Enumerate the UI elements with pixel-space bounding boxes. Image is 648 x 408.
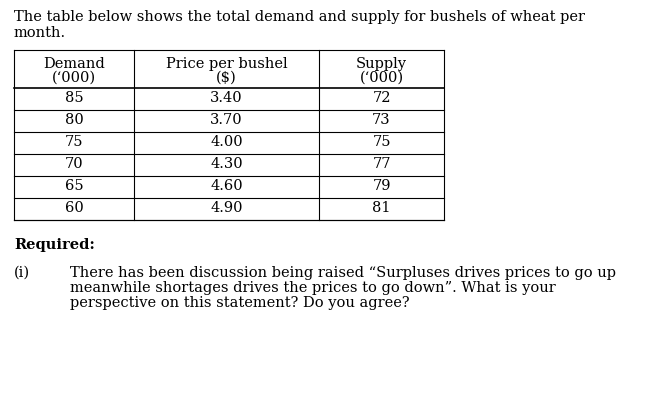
Text: 4.30: 4.30: [210, 157, 243, 171]
Text: 80: 80: [65, 113, 84, 127]
Text: 60: 60: [65, 201, 84, 215]
Text: 81: 81: [372, 201, 391, 215]
Text: 65: 65: [65, 179, 84, 193]
Text: 73: 73: [372, 113, 391, 127]
Text: 4.90: 4.90: [210, 201, 243, 215]
Text: Required:: Required:: [14, 238, 95, 252]
Text: 4.60: 4.60: [210, 179, 243, 193]
Text: There has been discussion being raised “Surpluses drives prices to go up: There has been discussion being raised “…: [70, 266, 616, 280]
Text: (‘000): (‘000): [52, 71, 96, 85]
Text: (i): (i): [14, 266, 30, 280]
Text: Demand: Demand: [43, 57, 105, 71]
Text: 75: 75: [65, 135, 83, 149]
Text: 3.70: 3.70: [210, 113, 243, 127]
Text: perspective on this statement? Do you agree?: perspective on this statement? Do you ag…: [70, 296, 410, 310]
Text: ($): ($): [216, 71, 237, 85]
Text: 4.00: 4.00: [210, 135, 243, 149]
Text: 75: 75: [372, 135, 391, 149]
Text: 3.40: 3.40: [210, 91, 243, 105]
Text: month.: month.: [14, 26, 66, 40]
Text: Price per bushel: Price per bushel: [166, 57, 287, 71]
Text: 79: 79: [372, 179, 391, 193]
Text: 70: 70: [65, 157, 84, 171]
Text: 72: 72: [372, 91, 391, 105]
Text: meanwhile shortages drives the prices to go down”. What is your: meanwhile shortages drives the prices to…: [70, 281, 556, 295]
Text: (‘000): (‘000): [360, 71, 404, 85]
Text: Supply: Supply: [356, 57, 407, 71]
Text: 77: 77: [372, 157, 391, 171]
Text: 85: 85: [65, 91, 84, 105]
Text: The table below shows the total demand and supply for bushels of wheat per: The table below shows the total demand a…: [14, 10, 585, 24]
